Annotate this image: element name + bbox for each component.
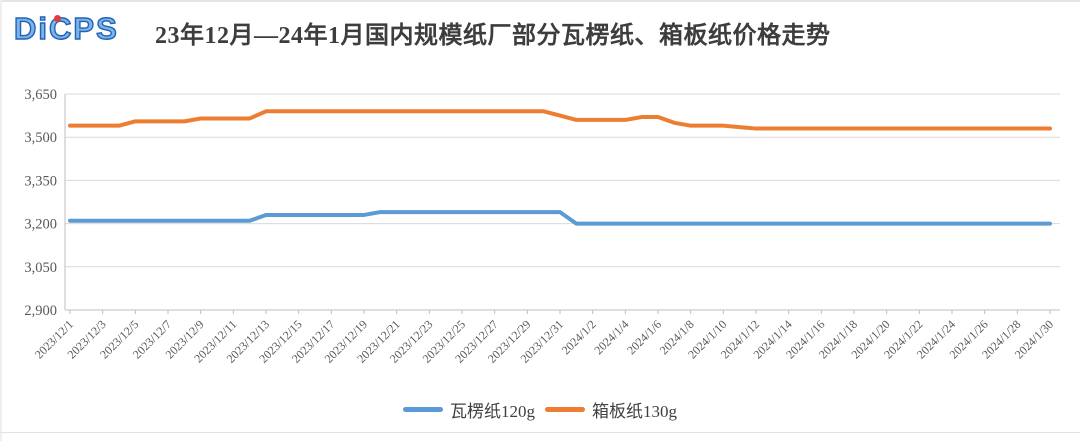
svg-text:2024/1/6: 2024/1/6 [624,317,664,357]
svg-text:2024/1/2: 2024/1/2 [559,317,599,357]
svg-text:3,050: 3,050 [24,260,57,276]
svg-text:2024/1/4: 2024/1/4 [591,317,631,357]
legend-label-corrugated: 瓦楞纸120g [450,402,535,421]
svg-text:3,200: 3,200 [24,217,57,233]
legend-item-corrugated-paper: 瓦楞纸120g [403,397,535,422]
price-trend-line-chart: 2,9003,0503,2003,3503,5003,6502023/12/12… [24,87,1060,366]
chart-title: 23年12月—24年1月国内规模纸厂部分瓦楞纸、箱板纸价格走势 [155,23,831,49]
svg-text:3,650: 3,650 [24,87,57,103]
svg-text:3,350: 3,350 [24,173,57,189]
legend-label-boxboard: 箱板纸130g [592,402,677,421]
legend-swatch-blue-line [403,407,443,412]
logo-text: DiCPS [13,11,119,46]
svg-text:3,500: 3,500 [24,130,57,146]
legend-item-boxboard-paper: 箱板纸130g [545,397,677,422]
svg-text:2,900: 2,900 [24,303,57,319]
left-border [0,0,2,441]
logo-red-dot-icon [54,15,61,22]
chart-legend: 瓦楞纸120g 箱板纸130g [0,397,1080,422]
dicps-logo: DiCPS [13,11,119,46]
bottom-border [0,432,1080,433]
top-border [0,0,1080,2]
legend-swatch-orange-line [545,407,585,412]
